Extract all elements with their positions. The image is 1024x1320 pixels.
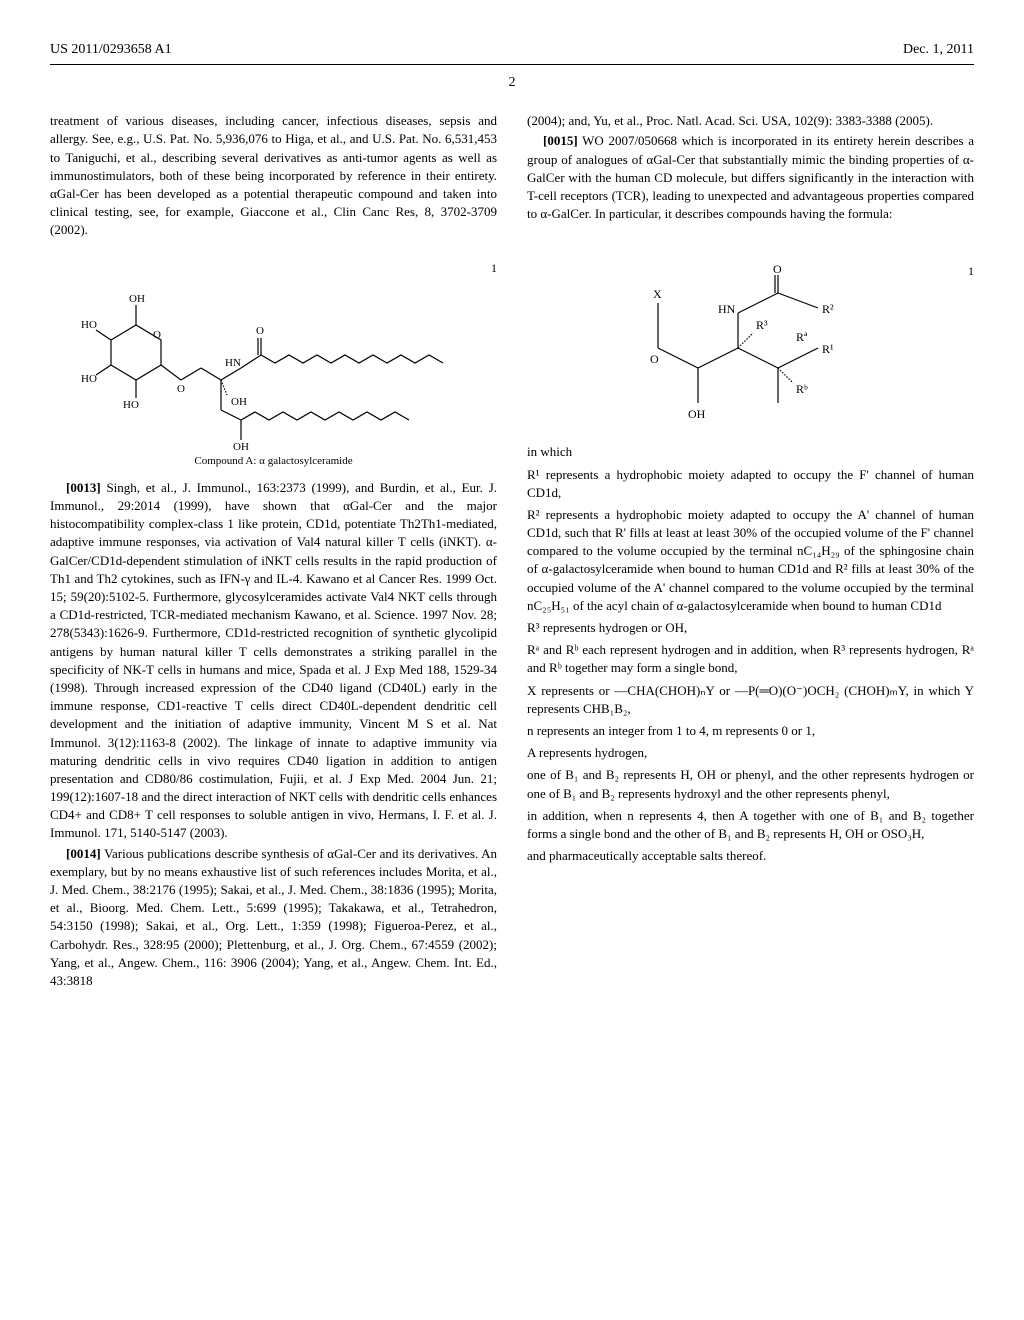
pub-date: Dec. 1, 2011 xyxy=(903,40,974,60)
right-column: (2004); and, Yu, et al., Proc. Natl. Aca… xyxy=(527,112,974,992)
chem-label: OH xyxy=(129,293,145,305)
def-a: A represents hydrogen, xyxy=(527,744,974,762)
para-num: [0013] xyxy=(66,480,101,495)
in-which: in which xyxy=(527,443,974,461)
def-r3: R³ represents hydrogen or OH, xyxy=(527,619,974,637)
para-0013: [0013] Singh, et al., J. Immunol., 163:2… xyxy=(50,479,497,843)
page-number: 2 xyxy=(50,73,974,93)
chem-label: R¹ xyxy=(822,342,834,356)
para-continuation-2: (2004); and, Yu, et al., Proc. Natl. Aca… xyxy=(527,112,974,130)
formula-number-1: 1 xyxy=(491,260,497,277)
def-n: n represents an integer from 1 to 4, m r… xyxy=(527,722,974,740)
chem-label: O xyxy=(177,383,185,395)
chem-label: HN xyxy=(225,357,241,369)
chem-label: HO xyxy=(81,373,97,385)
chem-label: HN xyxy=(718,302,736,316)
para-0015: [0015] WO 2007/050668 which is incorpora… xyxy=(527,132,974,223)
formula-1-structure: 1 xyxy=(527,263,974,433)
para-num: [0015] xyxy=(543,133,578,148)
def-addition: in addition, when n represents 4, then A… xyxy=(527,807,974,843)
compound-a-caption: Compound A: α galactosylceramide xyxy=(50,454,497,469)
chem-label: R³ xyxy=(756,318,768,332)
para-num: [0014] xyxy=(66,846,101,861)
chem-label: OH xyxy=(233,441,249,450)
para-text: WO 2007/050668 which is incorporated in … xyxy=(527,133,974,221)
def-b1b2: one of B₁ and B₂ represents H, OH or phe… xyxy=(527,766,974,802)
para-continuation: treatment of various diseases, including… xyxy=(50,112,497,239)
def-r1: R¹ represents a hydrophobic moiety adapt… xyxy=(527,466,974,502)
chem-label: O xyxy=(650,352,659,366)
chem-label: Rª xyxy=(796,330,808,344)
pub-number: US 2011/0293658 A1 xyxy=(50,40,172,60)
para-0014: [0014] Various publications describe syn… xyxy=(50,845,497,991)
chem-label: O xyxy=(256,325,264,337)
chem-label: HO xyxy=(81,319,97,331)
chem-label: X xyxy=(653,287,662,301)
chem-label: OH xyxy=(688,407,706,421)
def-r2: R² represents a hydrophobic moiety adapt… xyxy=(527,506,974,615)
left-column: treatment of various diseases, including… xyxy=(50,112,497,992)
chem-label: Rᵇ xyxy=(796,382,808,396)
chem-label: O xyxy=(773,263,782,276)
chem-label: O xyxy=(153,329,161,341)
def-x: X represents or —CHA(CHOH)ₙY or —P(═O)(O… xyxy=(527,682,974,718)
chem-label: HO xyxy=(123,399,139,411)
formula-number-2: 1 xyxy=(968,263,974,280)
para-text: Various publications describe synthesis … xyxy=(50,846,497,988)
chem-label: R² xyxy=(822,302,834,316)
para-text: Singh, et al., J. Immunol., 163:2373 (19… xyxy=(50,480,497,841)
definitions-block: in which R¹ represents a hydrophobic moi… xyxy=(527,443,974,865)
chem-label: OH xyxy=(231,396,247,408)
def-salts: and pharmaceutically acceptable salts th… xyxy=(527,847,974,865)
def-ra-rb: Rᵃ and Rᵇ each represent hydrogen and in… xyxy=(527,641,974,677)
compound-a-structure: 1 xyxy=(50,260,497,469)
